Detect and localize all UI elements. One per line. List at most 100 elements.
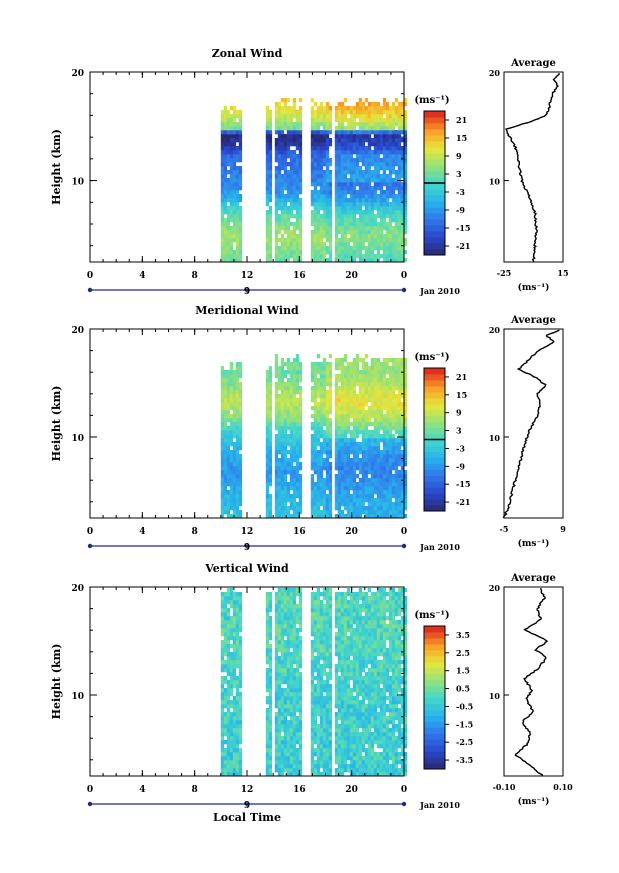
heatmap-cell — [226, 712, 231, 717]
heatmap-cell — [229, 190, 234, 195]
heatmap-cell — [343, 454, 348, 459]
heatmap-cell — [364, 398, 369, 403]
heatmap-cell — [283, 118, 288, 123]
heatmap-cell — [337, 106, 342, 111]
heatmap-cell — [355, 426, 360, 431]
heatmap-cell — [232, 612, 237, 617]
heatmap-cell — [277, 502, 282, 507]
heatmap-cell — [265, 688, 270, 693]
heatmap-cell — [346, 154, 351, 159]
heatmap-cell — [346, 402, 351, 407]
heatmap-cell — [358, 106, 363, 111]
heatmap-cell — [238, 680, 243, 685]
heatmap-cell — [322, 612, 327, 617]
heatmap-cell — [283, 370, 288, 375]
heatmap-cell — [367, 134, 372, 139]
heatmap-cell — [295, 716, 300, 721]
heatmap-cell — [283, 198, 288, 203]
heatmap-cell — [298, 652, 303, 657]
heatmap-cell — [388, 202, 393, 207]
heatmap-cell — [292, 612, 297, 617]
heatmap-cell — [355, 502, 360, 507]
heatmap-cell — [340, 406, 345, 411]
heatmap-cell — [238, 214, 243, 219]
heatmap-cell — [394, 454, 399, 459]
heatmap-cell — [364, 390, 369, 395]
heatmap-cell — [337, 214, 342, 219]
heatmap-cell — [313, 592, 318, 597]
heatmap-cell — [226, 250, 231, 255]
heatmap-cell — [400, 162, 405, 167]
heatmap-cell — [268, 668, 273, 673]
heatmap-cell — [220, 214, 225, 219]
heatmap-cell — [364, 98, 369, 103]
heatmap-cell — [310, 756, 315, 761]
heatmap-cell — [232, 664, 237, 669]
heatmap-cell — [274, 234, 279, 239]
heatmap-cell — [238, 154, 243, 159]
heatmap-cell — [292, 688, 297, 693]
heatmap-cell — [265, 632, 270, 637]
heatmap-cell — [352, 486, 357, 491]
x-tick-label: 8 — [192, 271, 198, 281]
heatmap-cell — [322, 458, 327, 463]
colorbar-swatch — [424, 421, 445, 429]
heatmap-cell — [373, 138, 378, 143]
heatmap-cell — [373, 414, 378, 419]
heatmap-cell — [223, 146, 228, 151]
heatmap-cell — [382, 494, 387, 499]
heatmap-cell — [397, 406, 402, 411]
heatmap-cell — [379, 106, 384, 111]
heatmap-cell — [385, 410, 390, 415]
heatmap-cell — [313, 394, 318, 399]
heatmap-cell — [343, 246, 348, 251]
heatmap-cell — [334, 390, 339, 395]
heatmap-cell — [403, 426, 408, 431]
heatmap-cell — [280, 652, 285, 657]
heatmap-cell — [364, 478, 369, 483]
heatmap-cell — [337, 474, 342, 479]
heatmap-cell — [289, 772, 294, 777]
heatmap-cell — [385, 446, 390, 451]
heatmap-cell — [283, 246, 288, 251]
heatmap-cell — [232, 162, 237, 167]
heatmap-cell — [322, 250, 327, 255]
heatmap-cell — [358, 138, 363, 143]
heatmap-cell — [394, 238, 399, 243]
heatmap-cell — [313, 438, 318, 443]
heatmap-cell — [397, 422, 402, 427]
heatmap-cell — [388, 118, 393, 123]
heatmap-cell — [364, 130, 369, 135]
heatmap-cell — [340, 166, 345, 171]
heatmap-cell — [268, 170, 273, 175]
heatmap-cell — [223, 426, 228, 431]
colorbar-tick-label: 21 — [456, 372, 467, 382]
heatmap-cell — [367, 114, 372, 119]
heatmap-cell — [265, 478, 270, 483]
heatmap-cell — [319, 414, 324, 419]
heatmap-cell — [400, 386, 405, 391]
heatmap-cell — [367, 458, 372, 463]
heatmap-cell — [379, 158, 384, 163]
heatmap-cell — [295, 616, 300, 621]
heatmap-cell — [277, 410, 282, 415]
heatmap-cell — [292, 656, 297, 661]
date-bar-start-marker — [87, 287, 93, 293]
heatmap-cell — [223, 664, 228, 669]
heatmap-cell — [232, 154, 237, 159]
heatmap-cell — [349, 486, 354, 491]
heatmap-cell — [226, 110, 231, 115]
heatmap-cell — [232, 394, 237, 399]
heatmap-cell — [316, 676, 321, 681]
heatmap-cell — [319, 402, 324, 407]
heatmap-cell — [343, 190, 348, 195]
heatmap-cell — [229, 744, 234, 749]
heatmap-cell — [367, 230, 372, 235]
heatmap-cell — [376, 138, 381, 143]
heatmap-cell — [226, 390, 231, 395]
heatmap-cell — [292, 426, 297, 431]
heatmap-cell — [343, 254, 348, 259]
heatmap-cell — [385, 230, 390, 235]
heatmap-cell — [370, 502, 375, 507]
heatmap-cell — [238, 700, 243, 705]
